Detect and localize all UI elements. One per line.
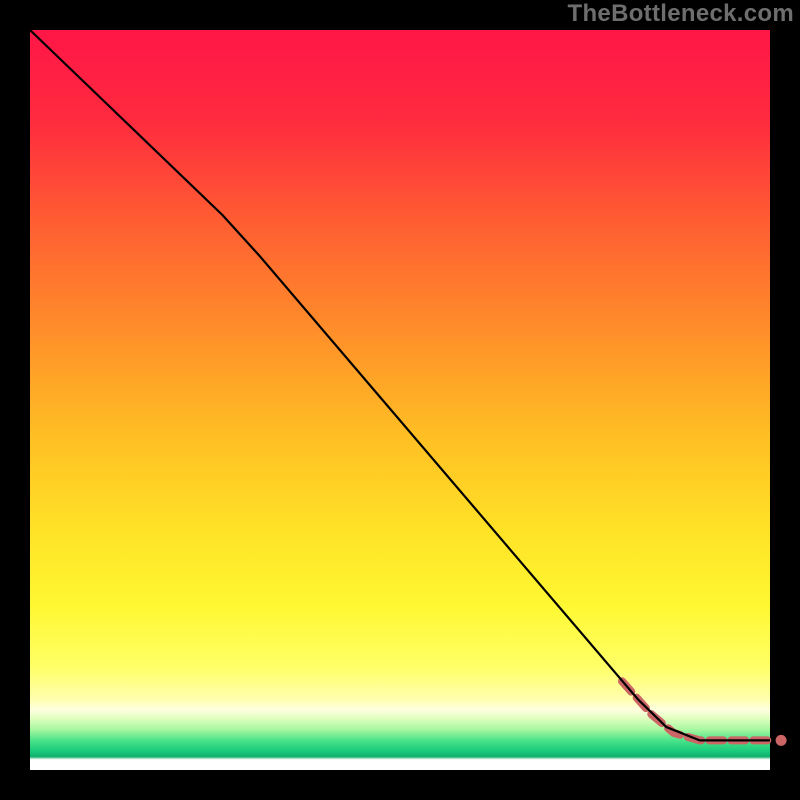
end-dot bbox=[776, 735, 787, 746]
chart-stage: TheBottleneck.com bbox=[0, 0, 800, 800]
chart-svg bbox=[0, 0, 800, 800]
plot-area bbox=[30, 30, 770, 770]
watermark-text: TheBottleneck.com bbox=[568, 0, 794, 28]
